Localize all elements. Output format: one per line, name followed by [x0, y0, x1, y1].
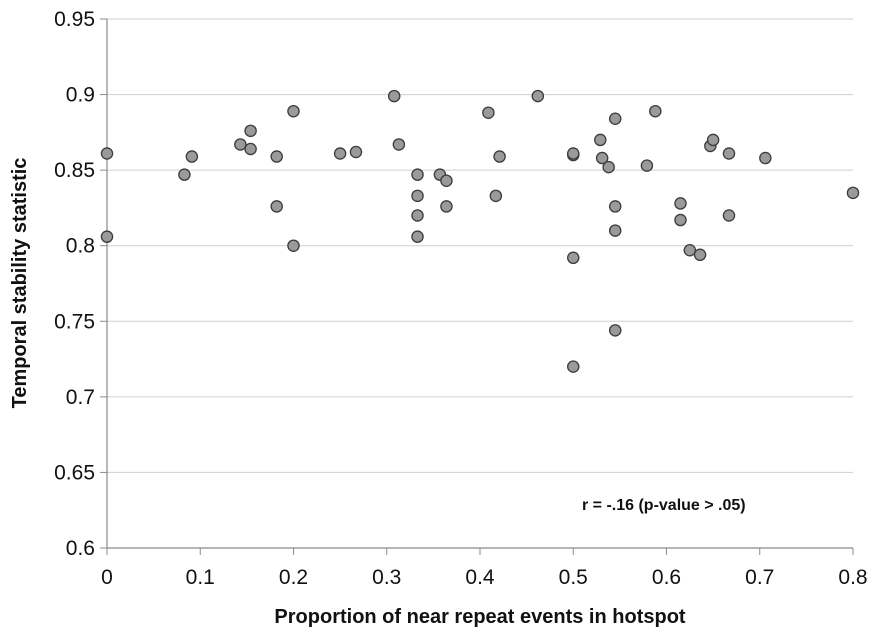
- data-point: [100, 230, 114, 243]
- data-point: [683, 243, 697, 257]
- x-tick-label: 0.8: [838, 566, 867, 589]
- data-point: [608, 324, 622, 337]
- data-point: [722, 209, 736, 222]
- y-tick-label: 0.6: [66, 537, 95, 560]
- data-point: [440, 174, 453, 187]
- data-point: [270, 200, 283, 213]
- data-point: [706, 133, 720, 147]
- y-tick-label: 0.9: [66, 84, 95, 107]
- data-point: [392, 138, 406, 151]
- x-tick-label: 0: [101, 566, 113, 589]
- data-point: [270, 150, 283, 163]
- x-tick-label: 0.3: [372, 566, 401, 589]
- x-axis-title: Proportion of near repeat events in hots…: [274, 606, 685, 628]
- data-point: [185, 150, 199, 163]
- data-point: [846, 186, 860, 200]
- data-point: [411, 168, 424, 181]
- data-point: [287, 104, 300, 118]
- data-point: [178, 168, 191, 181]
- x-tick-label: 0.6: [652, 566, 681, 589]
- data-point: [531, 89, 545, 103]
- data-point: [482, 106, 495, 119]
- x-tick-label: 0.1: [186, 566, 215, 589]
- data-point: [411, 189, 424, 203]
- data-point: [594, 133, 607, 147]
- data-point: [649, 104, 662, 118]
- y-tick-label: 0.85: [54, 159, 95, 182]
- data-point: [244, 142, 257, 156]
- data-point: [387, 89, 401, 103]
- data-point: [349, 145, 363, 159]
- tick-labels: 0.6 0.65 0.7 0.75 0.8 0.85 0.9 0.95 0 0.1 0.2 0.3 0.…: [54, 8, 867, 589]
- data-point: [234, 138, 247, 151]
- y-tick-label: 0.95: [54, 8, 95, 31]
- data-point: [333, 147, 347, 160]
- gridlines: [107, 18, 853, 473]
- data-point: [608, 224, 622, 237]
- data-point: [411, 209, 424, 222]
- data-point: [100, 147, 114, 160]
- data-point: [722, 147, 736, 160]
- data-point: [693, 248, 707, 262]
- x-tick-label: 0.5: [559, 566, 588, 589]
- data-point: [608, 200, 622, 213]
- data-point: [608, 112, 622, 126]
- x-tick-label: 0.2: [279, 566, 308, 589]
- y-tick-label: 0.7: [66, 386, 95, 409]
- data-point: [674, 213, 687, 227]
- data-point: [640, 159, 654, 172]
- data-point: [493, 150, 506, 163]
- data-point: [567, 360, 580, 373]
- x-tick-label: 0.4: [465, 566, 495, 589]
- data-points: [100, 89, 860, 373]
- data-point: [567, 251, 580, 265]
- data-point: [602, 160, 615, 174]
- data-point: [440, 200, 453, 213]
- axes: [100, 18, 854, 555]
- x-tick-label: 0.7: [745, 566, 774, 589]
- y-tick-label: 0.8: [66, 235, 95, 258]
- data-point: [759, 151, 772, 165]
- data-point: [674, 197, 687, 210]
- data-point: [244, 124, 257, 138]
- data-point: [411, 230, 424, 243]
- annotation-correlation: r = -.16 (p-value > .05): [582, 497, 746, 514]
- data-point: [567, 147, 580, 160]
- data-point: [287, 239, 300, 252]
- y-tick-label: 0.65: [54, 461, 95, 484]
- data-point: [489, 189, 503, 203]
- y-axis-title: Temporal stability statistic: [9, 158, 31, 409]
- y-tick-label: 0.75: [54, 310, 95, 333]
- data-point: [595, 151, 609, 165]
